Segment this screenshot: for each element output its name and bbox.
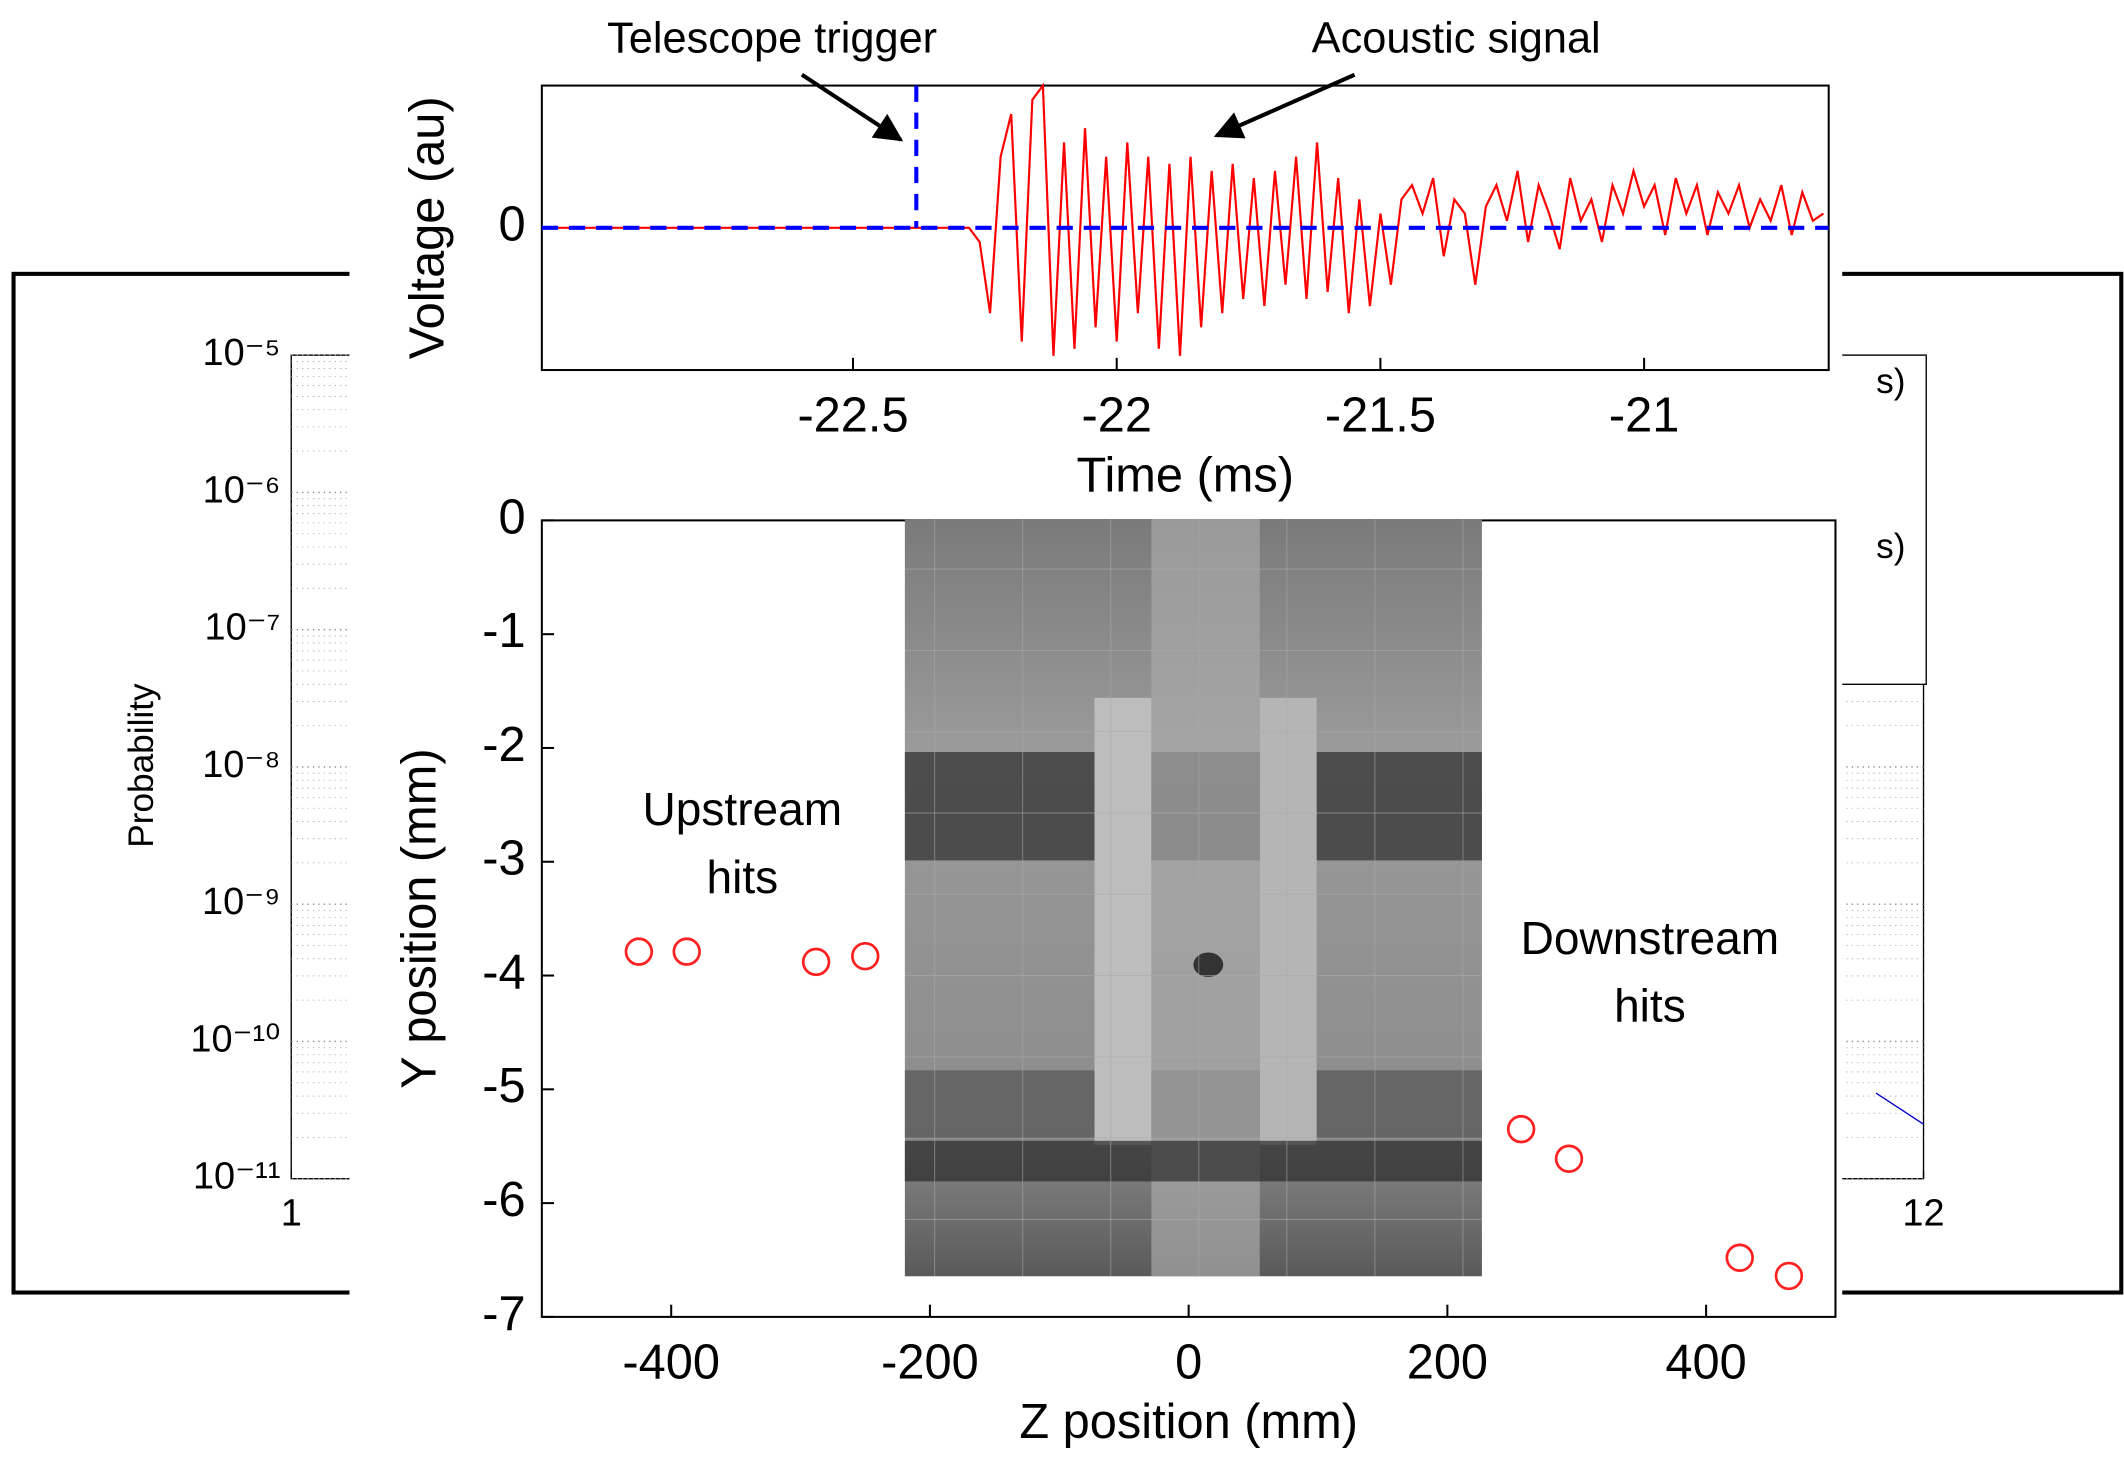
annotation: Acoustic signal [1312, 14, 1601, 62]
y-axis-label: Voltage (au) [401, 96, 455, 359]
data-line [541, 82, 1825, 356]
y-tick-label: -1 [482, 604, 525, 658]
data-point [851, 941, 880, 971]
y-tick-label: -5 [482, 1059, 525, 1113]
x-tick-label: 400 [1665, 1336, 1746, 1390]
y-tick-label: 10⁻⁷ [205, 607, 281, 649]
annotation-arrow [800, 73, 904, 142]
y-tick-label: 10⁻⁵ [203, 332, 281, 374]
data-point [624, 937, 654, 966]
data-point [1774, 1261, 1804, 1291]
y-tick-label: 10⁻⁶ [203, 469, 281, 511]
x-tick-label: -21 [1609, 389, 1679, 443]
annotation-arrow [1213, 72, 1356, 139]
y-tick-label: 0 [498, 198, 525, 252]
photo-column [1094, 697, 1152, 1145]
y-tick-label: 10⁻⁹ [202, 881, 280, 923]
x-tick-label: -21.5 [1325, 389, 1436, 443]
x-tick-label: -200 [881, 1336, 979, 1390]
y-axis-label: Y position (mm) [393, 748, 447, 1088]
x-tick-label: -22.5 [797, 389, 908, 443]
x-tick-label: -22 [1081, 389, 1151, 443]
y-tick-label: 0 [498, 490, 525, 544]
data-point [1725, 1243, 1754, 1272]
annotation: hits [1614, 980, 1686, 1032]
y-tick-label: -6 [482, 1173, 525, 1227]
x-tick-label: 12 [1902, 1192, 1944, 1234]
x-tick-label: 200 [1407, 1336, 1488, 1390]
x-axis-label: Time (ms) [1077, 448, 1295, 502]
annotation: Upstream [643, 783, 843, 835]
data-point [801, 947, 831, 977]
y-tick-label: -4 [482, 945, 525, 999]
y-tick-label: -2 [482, 718, 525, 772]
y-tick-label: 10⁻¹⁰ [190, 1018, 280, 1060]
legend-label: s) [1876, 362, 1905, 401]
annotation: hits [706, 851, 778, 903]
y-tick-label: 10⁻⁸ [202, 744, 280, 786]
y-axis-label: Probability [122, 683, 161, 848]
photo [904, 519, 1482, 1277]
photo-bubble [1193, 952, 1224, 977]
annotation: Downstream [1521, 912, 1779, 964]
y-tick-label: -7 [482, 1287, 525, 1341]
photo-column [1259, 697, 1317, 1145]
data-line [1875, 1092, 1924, 1125]
legend-label: s) [1876, 527, 1905, 566]
x-tick-label: 0 [1175, 1336, 1202, 1390]
x-tick-label: 1 [281, 1192, 302, 1234]
annotation: Telescope trigger [607, 14, 937, 62]
x-tick-label: -400 [622, 1336, 720, 1390]
y-tick-label: -3 [482, 832, 525, 886]
photo-bubbles [904, 1140, 1482, 1182]
data-point [1506, 1114, 1536, 1144]
y-tick-label: 10⁻¹¹ [193, 1156, 280, 1198]
data-point [1554, 1144, 1584, 1173]
data-point [672, 937, 701, 966]
x-axis-label: Z position (mm) [1019, 1395, 1358, 1449]
